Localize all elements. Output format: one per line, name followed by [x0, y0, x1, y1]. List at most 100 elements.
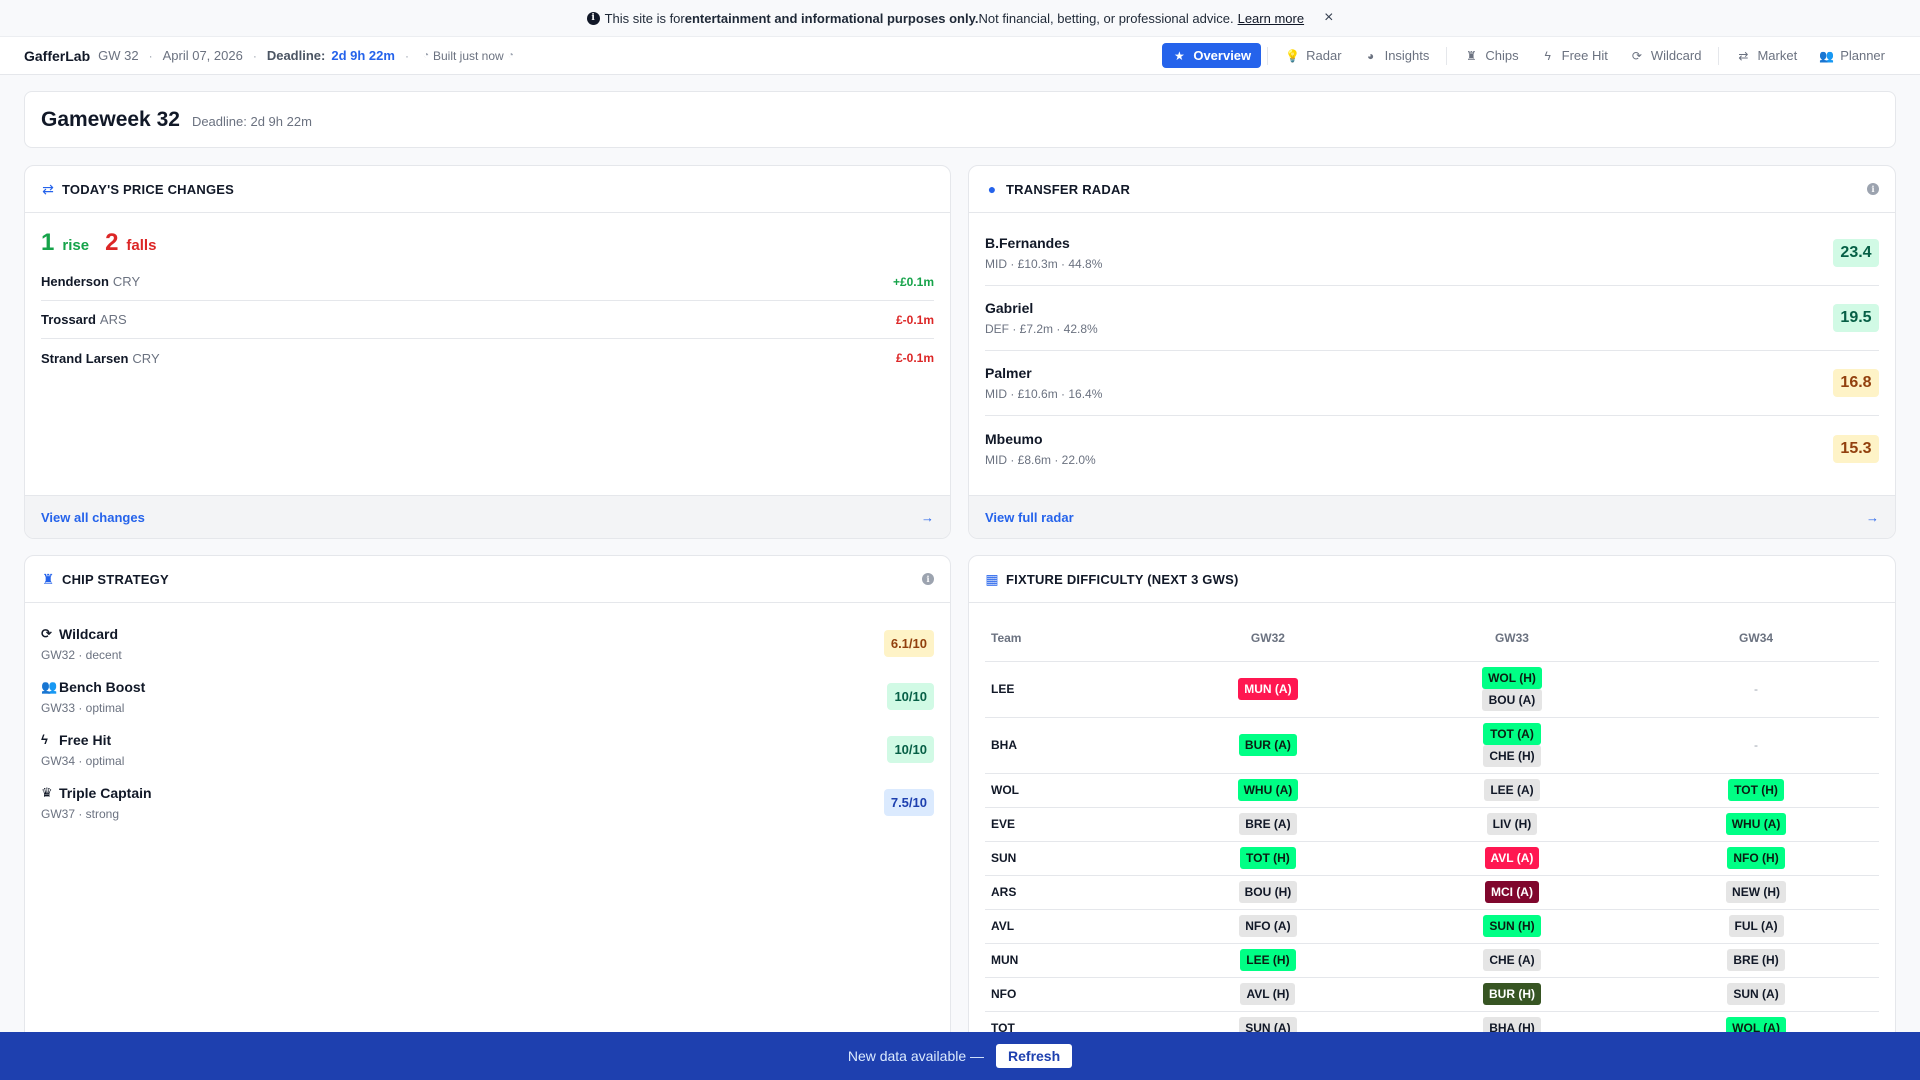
fixture-stack: MCI (A)	[1484, 881, 1539, 903]
nav-free-hit[interactable]: ϟ Free Hit	[1530, 43, 1619, 68]
panel-footer[interactable]: View full radar →	[969, 495, 1895, 538]
chip-row[interactable]: ⟳ Wildcard GW32 · decent 6.1/10	[41, 617, 934, 670]
panel-header: ♜ CHIP STRATEGY i	[25, 556, 950, 603]
fixture-stack: TOT (A) CHE (H)	[1483, 723, 1541, 767]
fixture-cell-gw34: FUL (A)	[1633, 909, 1879, 944]
fixture-badge: BUR (A)	[1238, 734, 1297, 756]
nav-label: Chips	[1485, 48, 1519, 63]
player-name: Gabriel	[985, 300, 1034, 316]
price-change-row[interactable]: Henderson CRY +£0.1m	[41, 263, 934, 301]
refresh-button[interactable]: Refresh	[996, 1044, 1073, 1068]
player-info: Gabriel DEF · £7.2m · 42.8%	[985, 300, 1098, 336]
chip-rating-badge: 10/10	[887, 736, 934, 763]
fixture-badge: NFO (A)	[1239, 915, 1297, 937]
panel-title: TODAY'S PRICE CHANGES	[62, 181, 234, 197]
nav-label: Insights	[1384, 48, 1430, 63]
chip-info: ϟ Free Hit GW34 · optimal	[41, 732, 124, 768]
arrow-right-icon[interactable]: →	[1866, 509, 1879, 525]
fixture-cell-gw34: SUN (A)	[1633, 977, 1879, 1012]
radar-player-row[interactable]: Palmer MID · £10.6m · 16.4% 16.8	[985, 351, 1879, 416]
view-all-changes-link[interactable]: View all changes	[41, 509, 145, 525]
player-team: ARS	[99, 312, 127, 327]
chip-label: Wildcard	[59, 625, 118, 642]
gameweek-deadline: Deadline: 2d 9h 22m	[191, 114, 312, 129]
fixture-badge: NEW (H)	[1726, 881, 1787, 903]
team-cell: LEE	[985, 661, 1145, 718]
view-full-radar-link[interactable]: View full radar	[985, 509, 1074, 525]
fixture-badge: BUR (H)	[1482, 983, 1541, 1005]
player-name: Trossard	[41, 312, 96, 327]
nav-radar[interactable]: 💡 Radar	[1274, 43, 1352, 68]
close-icon[interactable]: ×	[1324, 9, 1334, 26]
radar-player-row[interactable]: B.Fernandes MID · £10.3m · 44.8% 23.4	[985, 221, 1879, 286]
player-name: Strand Larsen	[41, 350, 129, 366]
team-cell: MUN	[985, 943, 1145, 978]
banner-bold: entertainment and informational purposes…	[684, 10, 979, 26]
separator-dot: ·	[404, 48, 409, 63]
brand-logo[interactable]: GafferLab	[24, 47, 91, 64]
player-team: CRY	[112, 274, 141, 289]
fixture-cell-gw33: TOT (A) CHE (H)	[1390, 717, 1634, 774]
fixture-badge: MUN (A)	[1238, 678, 1298, 700]
panel-footer[interactable]: View all changes →	[25, 495, 950, 538]
rss-icon: ◔	[507, 50, 514, 61]
table-row: WOL WHU (A) LEE (A) TOT (H)	[985, 773, 1879, 808]
fixture-stack: WOL (H) BOU (A)	[1482, 667, 1542, 711]
star-icon: ★	[1173, 48, 1185, 63]
chip-name: 👥 Bench Boost	[41, 679, 145, 695]
main-nav: ★ Overview 💡 Radar ◕ Insights ♜ Chips ϟ Free Hit ⟳…	[1162, 43, 1896, 68]
nav-planner[interactable]: 👥 Planner	[1808, 43, 1896, 68]
arrow-right-icon[interactable]: →	[921, 509, 934, 525]
exchange-icon: ⇄	[42, 180, 54, 197]
nav-label: Wildcard	[1650, 48, 1702, 63]
fixture-badge: BOU (A)	[1482, 689, 1542, 711]
nav-label: Market	[1757, 48, 1798, 63]
nav-wildcard[interactable]: ⟳ Wildcard	[1619, 43, 1713, 68]
fixture-stack: CHE (A)	[1483, 949, 1541, 971]
nav-divider	[1718, 46, 1720, 65]
learn-more-link[interactable]: Learn more	[1237, 10, 1305, 26]
fixture-cell-gw33: AVL (A)	[1390, 841, 1634, 876]
table-row: ARS BOU (H) MCI (A) NEW (H)	[985, 875, 1879, 910]
calendar-icon: ▦	[985, 570, 999, 587]
chip-rating-badge: 7.5/10	[883, 789, 934, 816]
fixture-stack: LIV (H)	[1486, 813, 1538, 835]
nav-chips[interactable]: ♜ Chips	[1453, 43, 1529, 68]
chess-icon: ♜	[1466, 48, 1477, 63]
info-icon[interactable]: i	[1867, 183, 1879, 195]
info-icon: i	[586, 11, 600, 25]
fixture-cell-gw33: SUN (H)	[1390, 909, 1634, 944]
fixture-cell-gw34: NEW (H)	[1633, 875, 1879, 910]
nav-market[interactable]: ⇄ Market	[1725, 43, 1808, 68]
price-change-list: Henderson CRY +£0.1m Trossard ARS £-0.1m Stran…	[25, 263, 950, 377]
fixture-stack: SUN (A)	[1727, 983, 1785, 1005]
nav-insights[interactable]: ◕ Insights	[1353, 43, 1441, 68]
radar-player-row[interactable]: Gabriel DEF · £7.2m · 42.8% 19.5	[985, 286, 1879, 351]
chip-row[interactable]: ♛ Triple Captain GW37 · strong 7.5/10	[41, 776, 934, 829]
nav-overview[interactable]: ★ Overview	[1162, 43, 1262, 68]
chip-info: ♛ Triple Captain GW37 · strong	[41, 785, 152, 821]
radar-player-row[interactable]: Mbeumo MID · £8.6m · 22.0% 15.3	[985, 416, 1879, 481]
chip-row[interactable]: 👥 Bench Boost GW33 · optimal 10/10	[41, 670, 934, 723]
fixture-badge: AVL (H)	[1240, 983, 1296, 1005]
info-icon[interactable]: i	[922, 573, 934, 585]
panel-title: CHIP STRATEGY	[62, 571, 169, 587]
refresh-icon: ⟳	[41, 625, 52, 641]
fixture-table: Team GW32 GW33 GW34 LEE MUN (A) WOL (H) BOU…	[985, 615, 1879, 1046]
fixture-badge: NFO (H)	[1727, 847, 1785, 869]
fixture-stack: BUR (A)	[1238, 734, 1297, 756]
chip-row[interactable]: ϟ Free Hit GW34 · optimal 10/10	[41, 723, 934, 776]
fixture-stack: TOT (H)	[1728, 779, 1784, 801]
fixture-stack: NFO (H)	[1727, 847, 1785, 869]
radar-score-badge: 15.3	[1833, 434, 1879, 463]
fixture-badge: WHU (A)	[1725, 813, 1787, 835]
table-row: NFO AVL (H) BUR (H) SUN (A)	[985, 977, 1879, 1012]
price-change-row[interactable]: Strand Larsen CRY £-0.1m	[41, 339, 934, 377]
deadline-countdown: 2d 9h 22m	[331, 48, 395, 63]
radar-score-badge: 19.5	[1833, 304, 1879, 332]
gameweek-card: Gameweek 32 Deadline: 2d 9h 22m	[24, 91, 1896, 148]
price-change-row[interactable]: Trossard ARS £-0.1m	[41, 301, 934, 339]
fixture-badge: MCI (A)	[1484, 881, 1539, 903]
team-cell: ARS	[985, 875, 1145, 910]
users-icon: 👥	[41, 678, 58, 694]
